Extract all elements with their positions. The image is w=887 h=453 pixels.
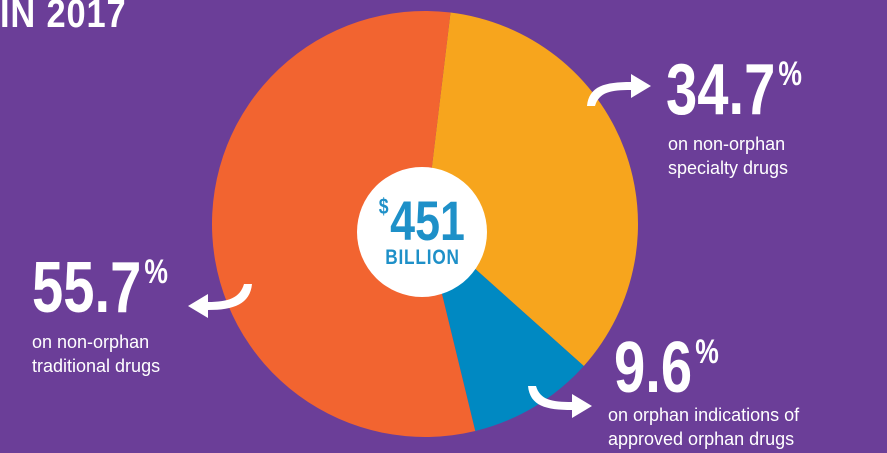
currency-symbol: $ bbox=[378, 194, 389, 219]
slice-label-desc: on non-orphan specialty drugs bbox=[668, 134, 789, 178]
amount-value: 451 bbox=[390, 189, 466, 252]
slice-label-desc: on orphan indications of approved orphan… bbox=[608, 405, 800, 449]
arrow-right-icon bbox=[587, 74, 651, 106]
slice-label-pct: 34.7% bbox=[666, 50, 803, 130]
amount-unit: BILLION bbox=[384, 246, 460, 269]
slice-label-pct: 55.7% bbox=[32, 248, 169, 328]
arrow-left-icon bbox=[188, 284, 252, 318]
slice-label-pct: 9.6% bbox=[614, 328, 719, 408]
arrow-right-icon bbox=[528, 386, 592, 418]
pie-slice-traditional bbox=[211, 11, 476, 438]
total-amount: $ 451 bbox=[378, 189, 466, 252]
chart-title: IN 2017 bbox=[0, 0, 127, 36]
total-badge: $ 451 BILLION bbox=[357, 167, 487, 297]
slice-label-desc: on non-orphan traditional drugs bbox=[32, 332, 161, 376]
pie-slice-specialty bbox=[425, 12, 639, 366]
